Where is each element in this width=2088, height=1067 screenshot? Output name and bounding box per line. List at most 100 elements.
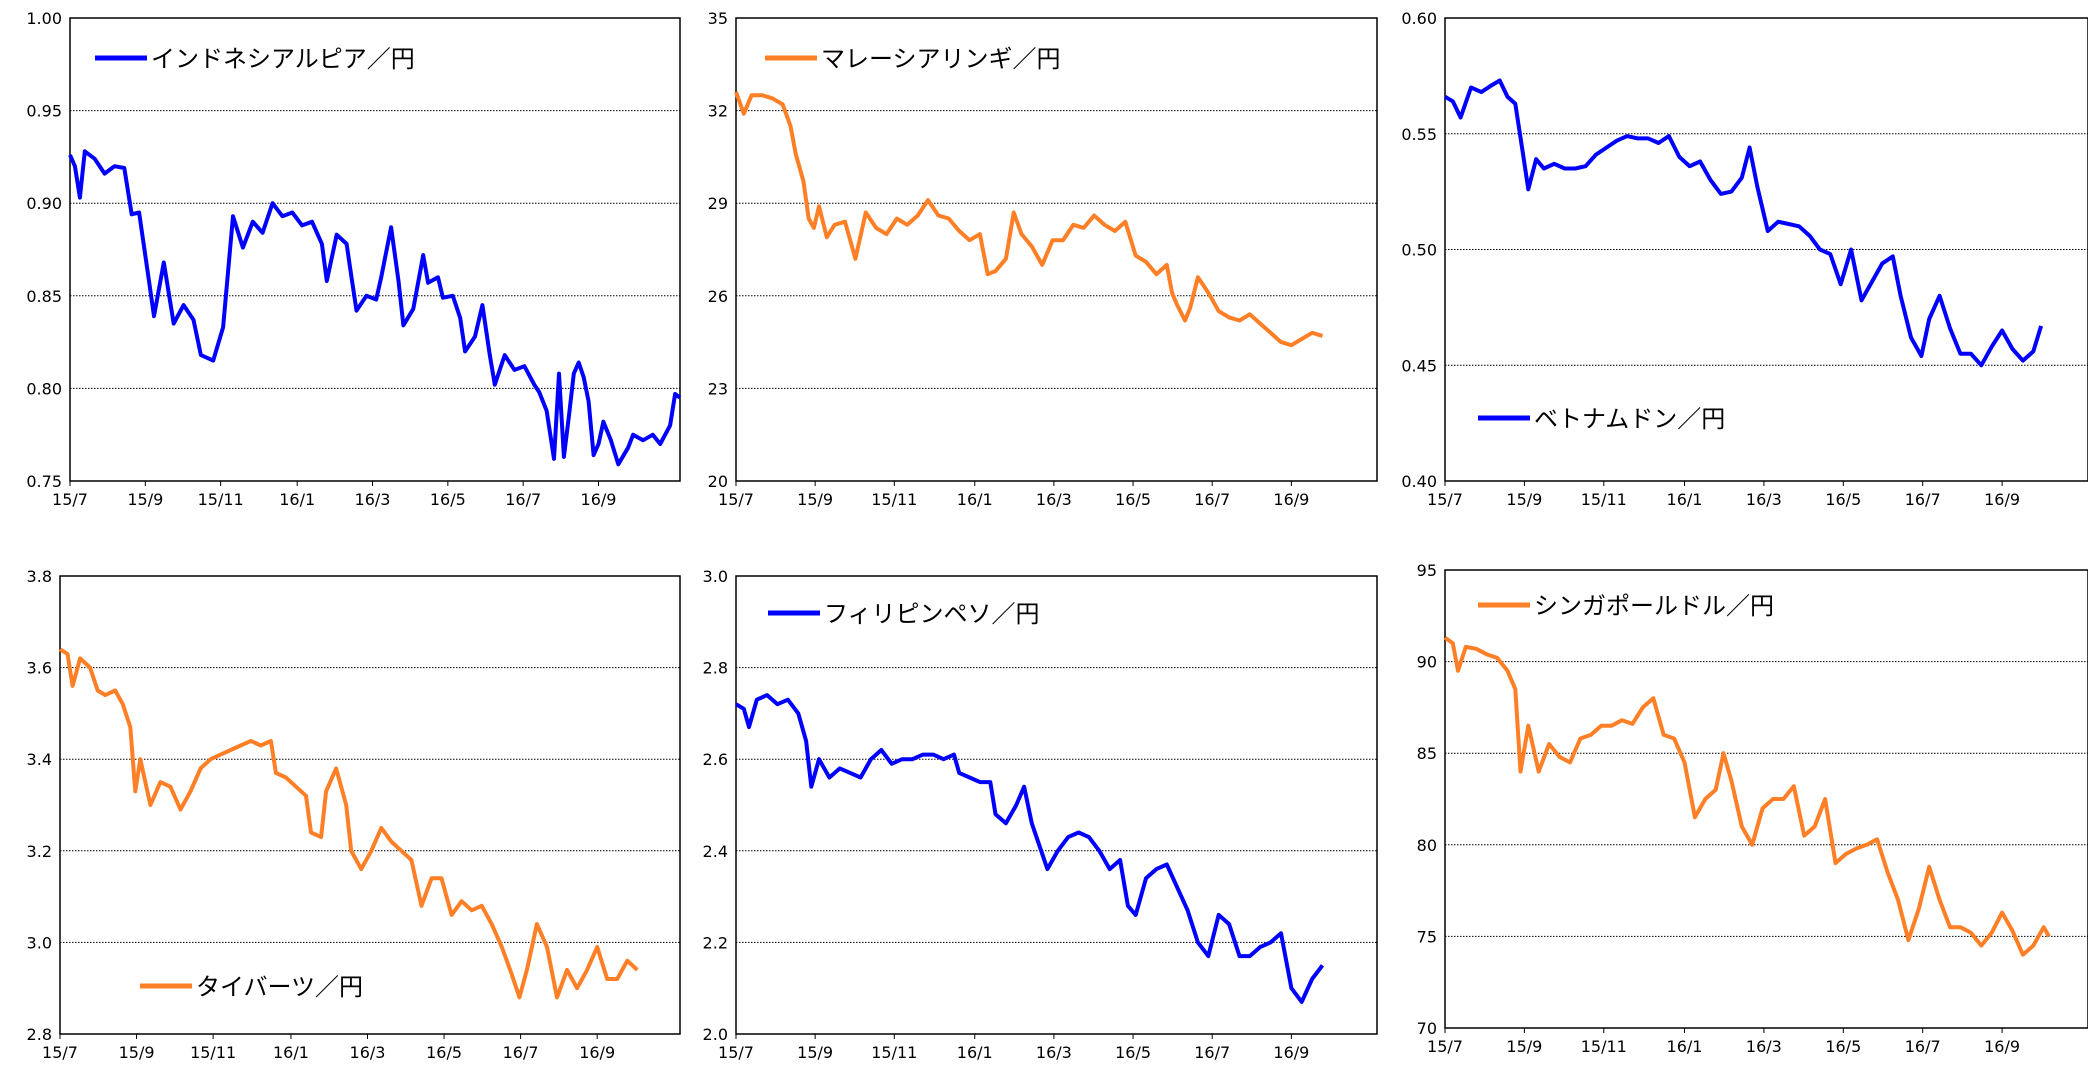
x-tick-label: 15/11 (198, 490, 244, 509)
x-tick-label: 16/3 (1036, 490, 1072, 509)
y-tick-label: 0.80 (26, 379, 62, 398)
x-tick-label: 15/7 (718, 1043, 754, 1062)
x-tick-label: 16/1 (957, 1043, 993, 1062)
x-tick-label: 16/3 (1036, 1043, 1072, 1062)
x-tick-label: 16/3 (1746, 1037, 1782, 1056)
y-tick-label: 0.55 (1401, 125, 1437, 144)
y-tick-label: 1.00 (26, 9, 62, 28)
x-tick-label: 15/9 (119, 1043, 155, 1062)
x-tick-label: 15/7 (1427, 490, 1463, 509)
y-tick-label: 80 (1417, 836, 1437, 855)
series-line (68, 149, 682, 467)
series-line (734, 693, 1325, 1004)
y-tick-label: 35 (708, 9, 728, 28)
y-tick-label: 29 (708, 194, 728, 213)
x-tick-label: 16/1 (279, 490, 315, 509)
y-tick-label: 75 (1417, 927, 1437, 946)
y-tick-label: 0.45 (1401, 356, 1437, 375)
x-tick-label: 16/9 (581, 490, 617, 509)
y-tick-label: 20 (708, 472, 728, 491)
plot-frame (735, 17, 1378, 482)
x-tick-label: 16/9 (1273, 490, 1309, 509)
y-tick-label: 90 (1417, 653, 1437, 672)
y-tick-label: 0.85 (26, 287, 62, 306)
x-tick-label: 15/7 (52, 490, 88, 509)
x-tick-label: 15/11 (871, 490, 917, 509)
x-tick-label: 16/9 (1273, 1043, 1309, 1062)
legend-label: インドネシアルピア／円 (151, 45, 415, 73)
y-tick-label: 3.0 (703, 567, 728, 586)
x-tick-label: 15/9 (1506, 1037, 1542, 1056)
plot-frame (1444, 17, 2088, 482)
x-tick-label: 15/11 (190, 1043, 236, 1062)
series-line (1443, 636, 2051, 957)
legend-label: ベトナムドン／円 (1534, 405, 1725, 433)
series-line (1443, 78, 2044, 368)
y-tick-label: 0.60 (1401, 9, 1437, 28)
y-tick-label: 3.4 (27, 750, 52, 769)
y-tick-label: 23 (708, 379, 728, 398)
x-tick-label: 15/11 (1581, 1037, 1627, 1056)
x-tick-label: 16/7 (1194, 1043, 1230, 1062)
y-tick-label: 3.8 (27, 567, 52, 586)
x-tick-label: 15/9 (797, 490, 833, 509)
legend-label: フィリピンペソ／円 (824, 600, 1040, 628)
x-tick-label: 15/9 (1506, 490, 1542, 509)
x-tick-label: 16/9 (1984, 1037, 2020, 1056)
x-tick-label: 15/9 (797, 1043, 833, 1062)
x-tick-label: 16/3 (355, 490, 391, 509)
x-tick-label: 16/7 (505, 490, 541, 509)
x-tick-label: 16/3 (350, 1043, 386, 1062)
x-tick-label: 16/5 (1825, 1037, 1861, 1056)
x-tick-label: 15/11 (871, 1043, 917, 1062)
y-tick-label: 3.6 (27, 659, 52, 678)
x-tick-label: 16/1 (273, 1043, 309, 1062)
y-tick-label: 70 (1417, 1019, 1437, 1038)
y-tick-label: 0.75 (26, 472, 62, 491)
x-tick-label: 16/5 (430, 490, 466, 509)
x-tick-label: 16/7 (503, 1043, 539, 1062)
plot-frame (69, 17, 681, 482)
plot-frame (59, 575, 681, 1035)
x-tick-label: 15/7 (1427, 1037, 1463, 1056)
x-tick-label: 15/7 (718, 490, 754, 509)
x-tick-label: 15/7 (42, 1043, 78, 1062)
x-tick-label: 16/9 (579, 1043, 615, 1062)
x-tick-label: 16/1 (1667, 490, 1703, 509)
series-line (734, 91, 1324, 348)
x-tick-label: 16/5 (1825, 490, 1861, 509)
y-tick-label: 2.6 (703, 750, 728, 769)
legend-label: タイバーツ／円 (196, 973, 363, 1001)
y-tick-label: 2.8 (27, 1025, 52, 1044)
legend-label: シンガポールドル／円 (1534, 592, 1774, 620)
series-line (58, 647, 639, 1000)
x-tick-label: 16/7 (1905, 490, 1941, 509)
y-tick-label: 95 (1417, 561, 1437, 580)
x-tick-label: 16/5 (1115, 1043, 1151, 1062)
x-tick-label: 16/3 (1746, 490, 1782, 509)
y-tick-label: 3.0 (27, 933, 52, 952)
y-tick-label: 0.90 (26, 194, 62, 213)
plot-frame (1444, 569, 2088, 1029)
x-tick-label: 16/5 (1115, 490, 1151, 509)
y-tick-label: 3.2 (27, 842, 52, 861)
x-tick-label: 16/7 (1905, 1037, 1941, 1056)
y-tick-label: 2.0 (703, 1025, 728, 1044)
x-tick-label: 16/7 (1194, 490, 1230, 509)
y-tick-label: 0.95 (26, 102, 62, 121)
plot-frame (735, 575, 1378, 1035)
x-tick-label: 16/1 (1667, 1037, 1703, 1056)
x-tick-label: 15/11 (1581, 490, 1627, 509)
x-tick-label: 16/9 (1984, 490, 2020, 509)
y-tick-label: 26 (708, 287, 728, 306)
